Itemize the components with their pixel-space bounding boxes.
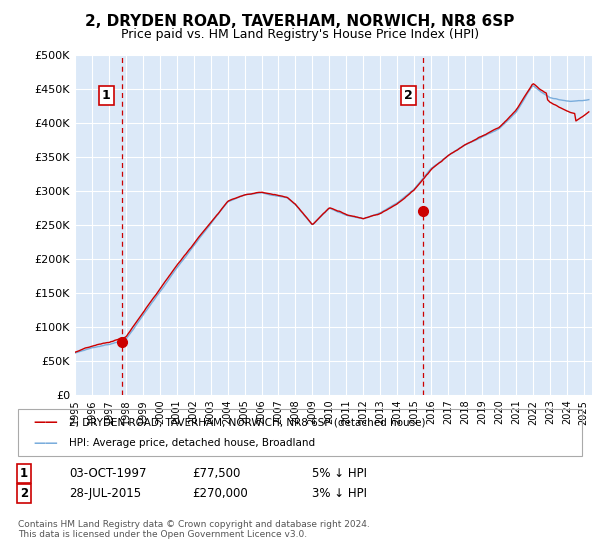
Text: 5% ↓ HPI: 5% ↓ HPI	[312, 466, 367, 480]
Text: 28-JUL-2015: 28-JUL-2015	[69, 487, 141, 501]
Text: 1: 1	[102, 89, 111, 102]
Text: ——: ——	[33, 437, 58, 450]
Text: 2: 2	[404, 89, 413, 102]
Text: 2: 2	[20, 487, 28, 501]
Text: 1: 1	[20, 466, 28, 480]
Text: 2, DRYDEN ROAD, TAVERHAM, NORWICH, NR8 6SP (detached house): 2, DRYDEN ROAD, TAVERHAM, NORWICH, NR8 6…	[69, 417, 425, 427]
Text: 2, DRYDEN ROAD, TAVERHAM, NORWICH, NR8 6SP: 2, DRYDEN ROAD, TAVERHAM, NORWICH, NR8 6…	[85, 14, 515, 29]
Text: £77,500: £77,500	[192, 466, 241, 480]
Text: ——: ——	[33, 416, 58, 428]
Text: £270,000: £270,000	[192, 487, 248, 501]
Text: 03-OCT-1997: 03-OCT-1997	[69, 466, 146, 480]
Text: Price paid vs. HM Land Registry's House Price Index (HPI): Price paid vs. HM Land Registry's House …	[121, 28, 479, 41]
Text: Contains HM Land Registry data © Crown copyright and database right 2024.
This d: Contains HM Land Registry data © Crown c…	[18, 520, 370, 539]
Text: 3% ↓ HPI: 3% ↓ HPI	[312, 487, 367, 501]
Text: HPI: Average price, detached house, Broadland: HPI: Average price, detached house, Broa…	[69, 438, 315, 448]
